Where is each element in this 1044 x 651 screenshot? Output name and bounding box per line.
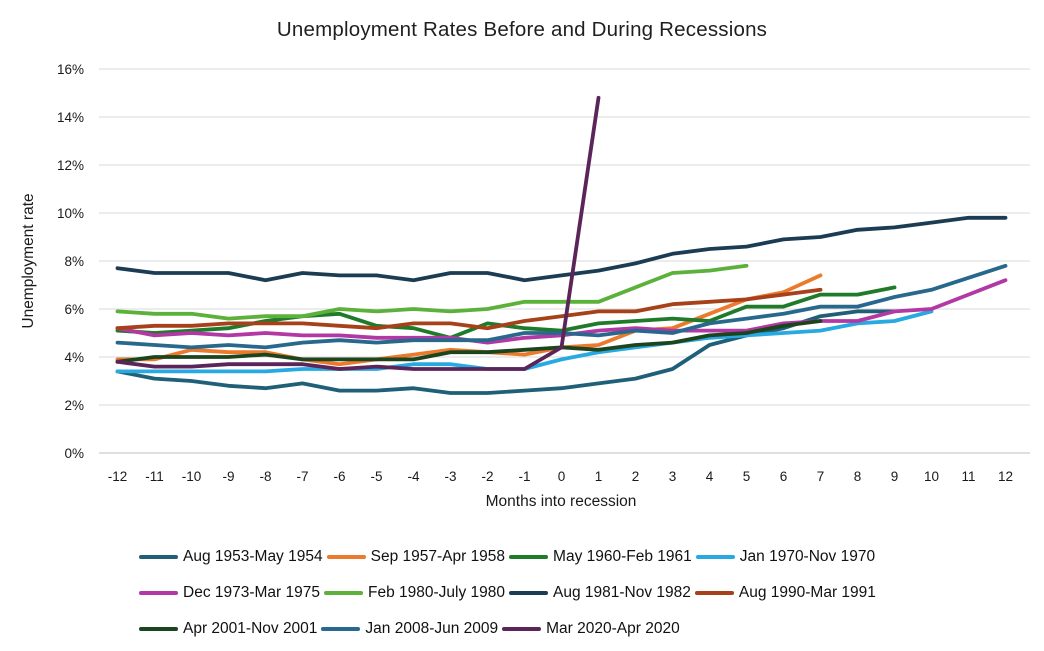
legend-item-jan-2008-jun-2009: Jan 2008-Jun 2009: [321, 620, 498, 638]
x-tick-label: -8: [259, 469, 271, 484]
legend-item-apr-2001-nov-2001: Apr 2001-Nov 2001: [139, 620, 317, 638]
legend-label: May 1960-Feb 1961: [553, 548, 692, 565]
legend-item-may-1960-feb-1961: May 1960-Feb 1961: [509, 548, 692, 566]
legend-label: Aug 1990-Mar 1991: [738, 584, 876, 601]
x-tick-label: 8: [854, 469, 862, 484]
x-tick-label: 9: [891, 469, 899, 484]
legend-row: Aug 1953-May 1954 Sep 1957-Apr 1958 May 19…: [139, 546, 999, 568]
legend-label: Aug 1981-Nov 1982: [553, 584, 691, 601]
x-tick-label: 1: [595, 469, 603, 484]
x-tick-label: -3: [444, 469, 456, 484]
series-line-feb-1980-july-1980: [115, 263, 749, 321]
legend-label: Aug 1953-May 1954: [183, 548, 323, 565]
legend-item-mar-2020-apr-2020: Mar 2020-Apr 2020: [502, 620, 680, 638]
legend-item-jan-1970-nov-1970: Jan 1970-Nov 1970: [695, 548, 876, 566]
legend-item-feb-1980-july-1980: Feb 1980-July 1980: [324, 584, 505, 602]
series-line-apr-2001-nov-2001: [115, 319, 823, 364]
legend-swatch: [509, 590, 549, 596]
y-tick-label: 4%: [64, 350, 84, 365]
legend-swatch: [326, 554, 366, 560]
y-tick-label: 6%: [64, 302, 84, 317]
legend-label: Jan 1970-Nov 1970: [739, 548, 876, 565]
x-tick-label: 11: [961, 469, 975, 484]
y-tick-label: 0%: [64, 446, 84, 461]
x-tick-label: 7: [817, 469, 825, 484]
series-lines: [115, 95, 1008, 395]
legend: Aug 1953-May 1954 Sep 1957-Apr 1958 May 19…: [139, 546, 999, 640]
legend-item-sep-1957-apr-1958: Sep 1957-Apr 1958: [326, 548, 506, 566]
legend-label: Sep 1957-Apr 1958: [370, 548, 506, 565]
gridlines: [99, 68, 1030, 454]
x-tick-label: -5: [370, 469, 382, 484]
chart-plot-area: 0%2%4%6%8%10%12%14%16% -12 -11 -10 -9 -8 -7 -6…: [20, 62, 1030, 510]
y-tick-label: 2%: [64, 398, 84, 413]
legend-swatch: [321, 626, 361, 632]
y-axis-title: Unemployment rate: [20, 193, 37, 328]
x-tick-label: 10: [924, 469, 939, 484]
legend-item-aug-1990-mar-1991: Aug 1990-Mar 1991: [694, 584, 876, 602]
legend-label: Feb 1980-July 1980: [368, 584, 506, 601]
x-axis-title: Months into recession: [486, 493, 637, 510]
x-axis-tick-labels: -12 -11 -10 -9 -8 -7 -6 -5 -4 -3 -2 -1 0 1 2 3 4 5 6 7 8 9 10 1…: [108, 469, 1013, 484]
series-line-jan-2008-jun-2009: [115, 263, 1008, 350]
y-tick-label: 10%: [57, 206, 84, 221]
chart-title: Unemployment Rates Before and During Rec…: [276, 18, 768, 41]
legend-row: Dec 1973-Mar 1975 Feb 1980-July 1980 Aug 1…: [139, 582, 999, 604]
series-line-aug-1981-nov-1982: [115, 215, 1008, 283]
x-tick-label: -11: [145, 469, 164, 484]
legend-item-aug-1953-may-1954: Aug 1953-May 1954: [139, 548, 323, 566]
legend-item-aug-1981-nov-1982: Aug 1981-Nov 1982: [509, 584, 691, 602]
x-tick-label: 0: [558, 469, 566, 484]
x-tick-label: -9: [222, 469, 234, 484]
x-tick-label: 3: [669, 469, 677, 484]
legend-swatch: [694, 590, 734, 596]
x-tick-label: 12: [998, 469, 1013, 484]
legend-swatch: [695, 554, 735, 560]
x-tick-label: -2: [481, 469, 493, 484]
series-line-mar-2020-apr-2020: [115, 95, 601, 371]
x-tick-label: 2: [632, 469, 640, 484]
legend-label: Mar 2020-Apr 2020: [546, 620, 680, 637]
legend-item-dec-1973-mar-1975: Dec 1973-Mar 1975: [139, 584, 320, 602]
x-tick-label: -6: [333, 469, 345, 484]
y-tick-label: 14%: [57, 110, 84, 125]
x-tick-label: -7: [296, 469, 308, 484]
x-tick-label: 4: [706, 469, 714, 484]
legend-swatch: [139, 590, 178, 596]
y-tick-label: 12%: [57, 158, 84, 173]
y-tick-label: 16%: [57, 62, 84, 77]
series-line-aug-1953-may-1954: [115, 309, 897, 395]
legend-swatch: [502, 626, 542, 632]
x-tick-label: -10: [182, 469, 202, 484]
legend-label: Jan 2008-Jun 2009: [365, 620, 499, 637]
legend-label: Dec 1973-Mar 1975: [183, 584, 320, 601]
legend-swatch: [324, 590, 363, 596]
legend-label: Apr 2001-Nov 2001: [183, 620, 318, 637]
y-axis-tick-labels: 0% 2% 4% 6% 8% 10% 12% 14% 16%: [57, 62, 84, 461]
legend-swatch: [139, 626, 178, 632]
y-tick-label: 8%: [64, 254, 84, 269]
legend-row: Apr 2001-Nov 2001 Jan 2008-Jun 2009 Mar 20…: [139, 618, 999, 640]
x-tick-label: 6: [780, 469, 788, 484]
x-tick-label: 5: [743, 469, 751, 484]
x-tick-label: -4: [407, 469, 419, 484]
x-tick-label: -1: [518, 469, 530, 484]
series-line-aug-1990-mar-1991: [115, 287, 823, 331]
x-tick-label: -12: [108, 469, 128, 484]
legend-swatch: [139, 554, 178, 560]
legend-swatch: [509, 554, 549, 560]
